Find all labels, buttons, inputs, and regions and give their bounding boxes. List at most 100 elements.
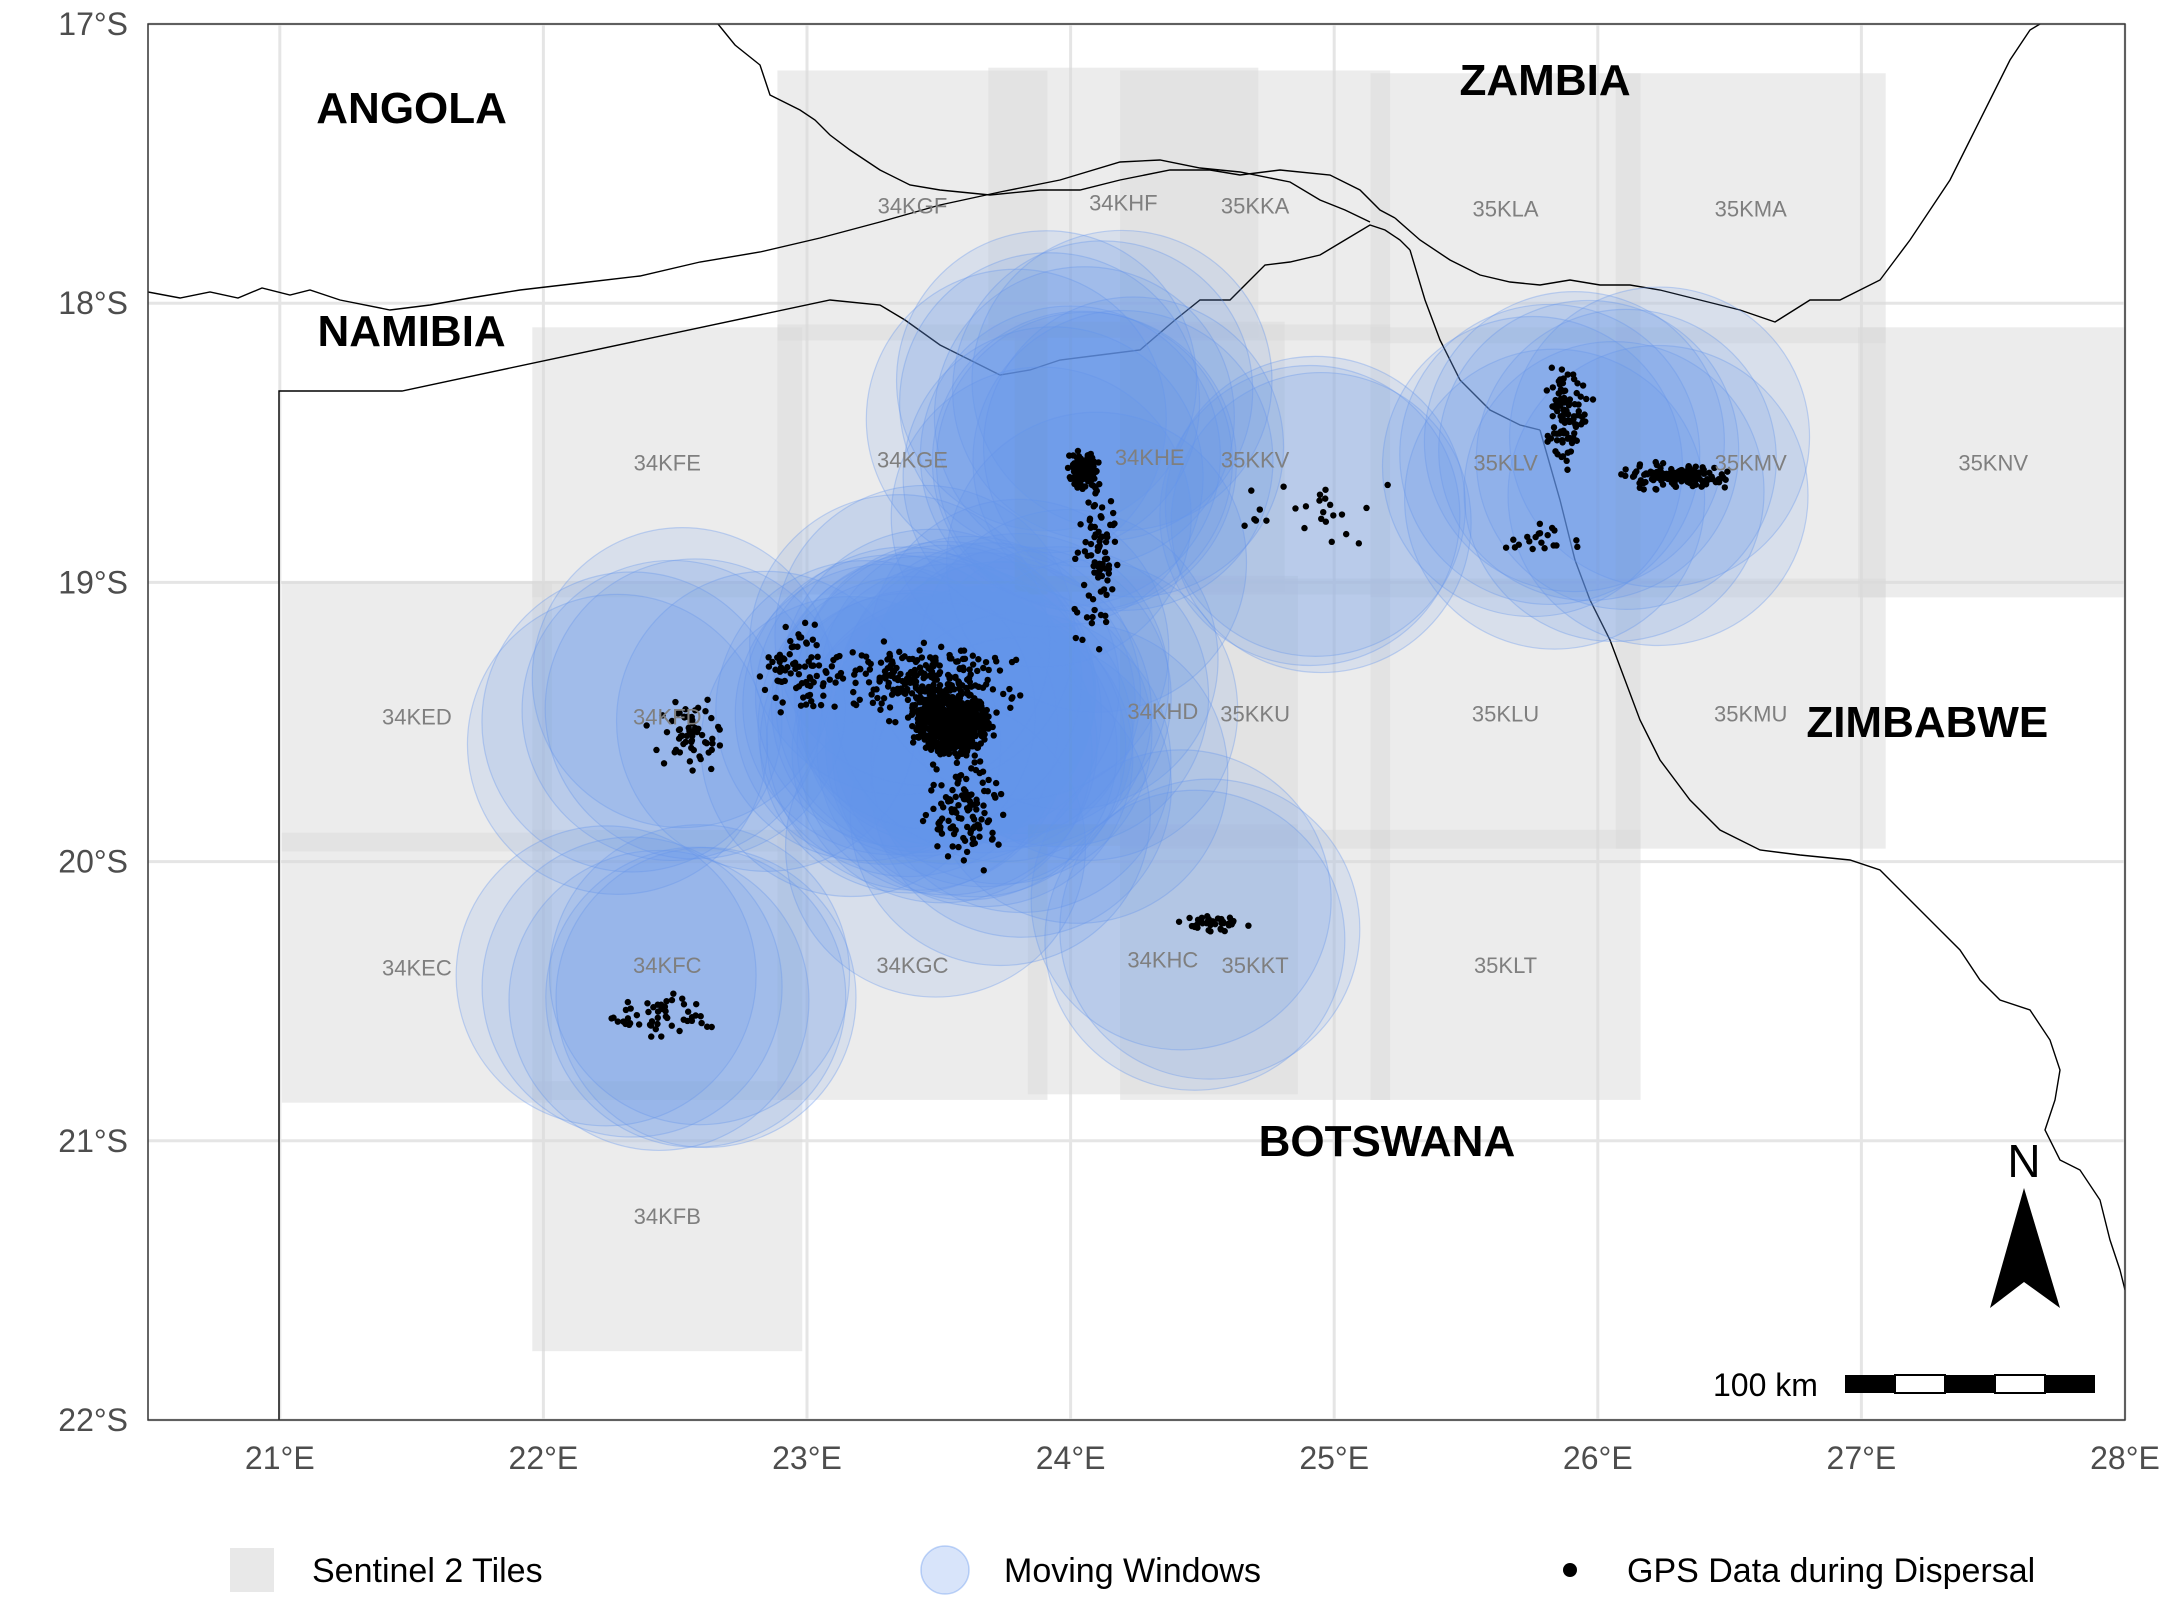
gps-point xyxy=(979,768,987,775)
gps-point xyxy=(910,734,918,741)
gps-point xyxy=(953,809,960,816)
gps-point xyxy=(1318,515,1325,523)
gps-point xyxy=(1692,481,1699,488)
gps-point xyxy=(822,667,829,675)
gps-point xyxy=(1641,471,1648,478)
gps-point xyxy=(801,663,809,670)
tile-label: 35KMA xyxy=(1715,196,1787,221)
legend-window-swatch xyxy=(920,1545,970,1595)
gps-point xyxy=(708,1023,715,1031)
gps-point xyxy=(911,671,918,679)
gps-point xyxy=(1666,475,1673,483)
gps-point xyxy=(922,744,930,751)
gps-point xyxy=(1574,543,1581,551)
gps-point xyxy=(1316,497,1323,504)
gps-point xyxy=(852,679,859,687)
gps-point xyxy=(946,675,953,682)
gps-point xyxy=(884,683,892,690)
gps-point xyxy=(709,740,716,747)
gps-point xyxy=(1086,517,1093,524)
gps-point xyxy=(781,677,788,685)
gps-point xyxy=(963,848,971,856)
sentinel-tiles-layer xyxy=(281,67,2125,1352)
gps-point xyxy=(1721,484,1729,491)
gps-point xyxy=(952,773,960,781)
gps-point xyxy=(954,696,962,703)
x-tick-label: 21°E xyxy=(245,1440,315,1476)
gps-point xyxy=(698,731,706,739)
sentinel-tile xyxy=(1120,829,1391,1100)
gps-point xyxy=(993,709,1000,716)
gps-point xyxy=(806,674,813,681)
gps-point xyxy=(945,817,952,825)
gps-point xyxy=(951,728,958,736)
gps-point xyxy=(689,767,696,774)
gps-point xyxy=(1701,478,1708,486)
gps-point xyxy=(984,818,991,826)
gps-point xyxy=(955,678,962,685)
gps-point xyxy=(624,1015,632,1022)
tile-label: 34KFD xyxy=(633,704,701,729)
gps-point xyxy=(958,815,965,822)
gps-point xyxy=(1107,497,1115,505)
gps-point xyxy=(1541,545,1548,552)
tile-label: 34KFC xyxy=(633,953,702,978)
gps-point xyxy=(1561,387,1569,394)
sentinel-tile xyxy=(1370,829,1641,1100)
moving-window xyxy=(1159,364,1461,667)
gps-point xyxy=(1077,521,1084,528)
gps-point xyxy=(1502,544,1510,551)
scale-bar-segment-3 xyxy=(1945,1375,1995,1393)
gps-point xyxy=(956,685,963,692)
moving-window xyxy=(1475,308,1777,611)
gps-point xyxy=(959,655,967,663)
gps-point xyxy=(769,658,776,666)
gps-point xyxy=(933,686,941,693)
botswana-zimbabwe-border xyxy=(1539,429,2125,1291)
gps-point xyxy=(1552,448,1559,455)
gps-point xyxy=(1204,917,1212,925)
gps-point xyxy=(980,725,988,733)
gps-point xyxy=(1552,396,1559,404)
gps-point xyxy=(979,732,987,739)
gps-point xyxy=(714,723,722,731)
gps-point xyxy=(820,680,827,687)
gps-point xyxy=(676,709,683,716)
gps-point xyxy=(956,665,963,673)
gps-point xyxy=(645,1008,652,1016)
gps-point xyxy=(614,1018,622,1025)
angola-namibia-border xyxy=(148,159,1371,311)
gps-point xyxy=(938,643,945,651)
moving-window xyxy=(839,542,1142,844)
gps-point xyxy=(663,997,670,1005)
gps-point xyxy=(949,684,956,692)
gps-point xyxy=(1629,473,1637,480)
gps-point xyxy=(1684,478,1691,485)
moving-window xyxy=(865,268,1167,570)
gps-point xyxy=(934,747,942,755)
gps-point xyxy=(1217,926,1225,933)
north-arrow-left-half xyxy=(1990,1188,2024,1308)
gps-point xyxy=(973,806,980,813)
moving-window xyxy=(1164,355,1466,657)
gps-point xyxy=(967,725,975,732)
gps-point xyxy=(960,834,967,842)
gps-point xyxy=(1101,555,1109,563)
gps-point xyxy=(877,706,884,713)
moving-window xyxy=(851,583,1153,885)
north-arrow-label: N xyxy=(2007,1135,2040,1187)
gps-point xyxy=(668,717,676,725)
gps-point xyxy=(1548,364,1556,371)
gps-point xyxy=(1228,921,1235,928)
tile-label: 34KFB xyxy=(634,1204,701,1229)
gps-point xyxy=(981,720,988,727)
gps-point xyxy=(1096,480,1103,488)
gps-point xyxy=(885,717,893,725)
gps-point xyxy=(679,995,686,1002)
x-tick-label: 23°E xyxy=(772,1440,842,1476)
gps-point xyxy=(953,759,961,767)
gps-point xyxy=(899,654,906,662)
x-tick-label: 24°E xyxy=(1036,1440,1106,1476)
gps-point xyxy=(1711,464,1718,472)
